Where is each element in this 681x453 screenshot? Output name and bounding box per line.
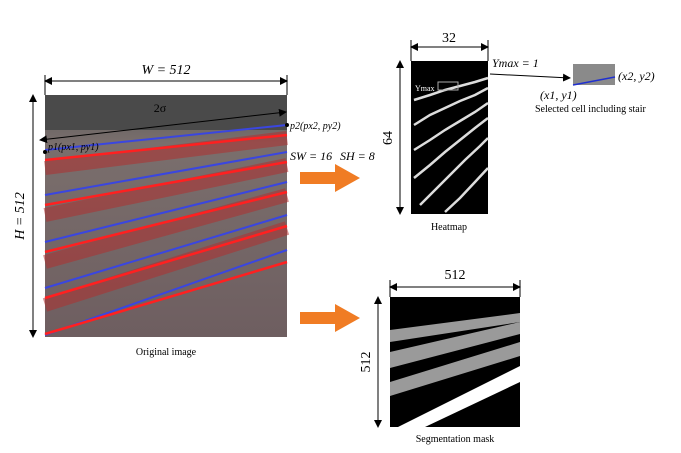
p1-label: p1(px1, py1) — [47, 142, 99, 153]
mask-width: 512 — [445, 268, 466, 283]
mask-caption: Segmentation mask — [416, 434, 495, 445]
heatmap-width: 32 — [442, 31, 456, 46]
cell-p2: (x2, y2) — [618, 69, 655, 83]
ymax-label: Ymax = 1 — [492, 56, 539, 70]
cell-caption: Selected cell including stair — [535, 104, 646, 115]
sw-label: SW = 16 — [290, 149, 332, 163]
p2-label: p2(px2, py2) — [289, 121, 341, 132]
cell-p1: (x1, y1) — [540, 88, 577, 102]
original-image — [42, 95, 290, 337]
arrow — [300, 164, 360, 192]
sigma-label: 2σ — [154, 101, 167, 115]
ymax-inner: Ymax — [415, 84, 435, 93]
heatmap-height: 64 — [381, 131, 396, 145]
heatmap-caption: Heatmap — [431, 222, 467, 233]
sh-label: SH = 8 — [340, 149, 375, 163]
mask-height: 512 — [359, 352, 374, 373]
original-caption: Original image — [136, 347, 197, 358]
heatmap — [411, 61, 489, 214]
arrow — [300, 304, 360, 332]
width-label: W = 512 — [141, 63, 190, 78]
selected-cell — [572, 64, 616, 86]
height-label: H = 512 — [13, 192, 28, 241]
segmentation-mask — [390, 297, 520, 427]
